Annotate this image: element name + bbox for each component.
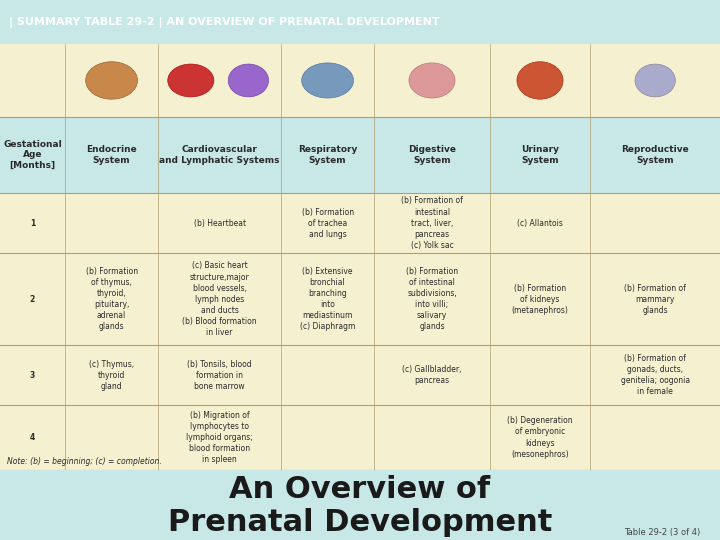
Text: (b) Extensive
bronchial
branching
into
mediastinum
(c) Diaphragm: (b) Extensive bronchial branching into m… <box>300 267 355 332</box>
Text: Respiratory
System: Respiratory System <box>298 145 357 165</box>
Text: (b) Formation of
mammary
glands: (b) Formation of mammary glands <box>624 284 686 315</box>
Text: An Overview of: An Overview of <box>230 475 490 504</box>
Text: Endocrine
System: Endocrine System <box>86 145 137 165</box>
Text: Gestational
Age [Months]: Gestational Age [Months] <box>3 140 62 170</box>
Text: 1: 1 <box>30 219 35 228</box>
Text: Reproductive
System: Reproductive System <box>621 145 689 165</box>
Text: Cardiovascular
and Lymphatic Systems: Cardiovascular and Lymphatic Systems <box>159 145 280 165</box>
Ellipse shape <box>409 63 455 98</box>
Text: (c) Thymus,
thyroid
gland: (c) Thymus, thyroid gland <box>89 360 134 391</box>
Bar <box>0 405 720 470</box>
Bar <box>0 253 720 346</box>
Text: 2: 2 <box>30 295 35 303</box>
Text: (b) Migration of
lymphocytes to
lymphoid organs;
blood formation
in spleen: (b) Migration of lymphocytes to lymphoid… <box>186 411 253 464</box>
Text: (c) Basic heart
structure,major
blood vessels,
lymph nodes
and ducts
(b) Blood f: (c) Basic heart structure,major blood ve… <box>182 261 257 337</box>
Text: Prenatal Development: Prenatal Development <box>168 508 552 537</box>
Text: | SUMMARY TABLE 29-2 | AN OVERVIEW OF PRENATAL DEVELOPMENT: | SUMMARY TABLE 29-2 | AN OVERVIEW OF PR… <box>9 17 439 28</box>
Text: (b) Degeneration
of embryonic
kidneys
(mesonephros): (b) Degeneration of embryonic kidneys (m… <box>507 416 573 458</box>
Text: Urinary
System: Urinary System <box>521 145 559 165</box>
Text: 4: 4 <box>30 433 35 442</box>
Text: (b) Tonsils, blood
formation in
bone marrow: (b) Tonsils, blood formation in bone mar… <box>187 360 252 391</box>
Ellipse shape <box>168 64 214 97</box>
Text: 3: 3 <box>30 371 35 380</box>
Text: (c) Gallbladder,
pancreas: (c) Gallbladder, pancreas <box>402 365 462 386</box>
Text: Table 29-2 (3 of 4): Table 29-2 (3 of 4) <box>624 529 701 537</box>
Ellipse shape <box>86 62 138 99</box>
Bar <box>0 44 720 117</box>
Text: (b) Formation of
gonads, ducts,
genitelia; oogonia
in female: (b) Formation of gonads, ducts, geniteli… <box>621 354 690 396</box>
Text: (c) Allantois: (c) Allantois <box>517 219 563 228</box>
Text: Digestive
System: Digestive System <box>408 145 456 165</box>
Ellipse shape <box>635 64 675 97</box>
Text: (b) Heartbeat: (b) Heartbeat <box>194 219 246 228</box>
Text: (b) Formation
of trachea
and lungs: (b) Formation of trachea and lungs <box>302 207 354 239</box>
Text: Note: (b) = beginning; (c) = completion.: Note: (b) = beginning; (c) = completion. <box>7 456 162 465</box>
Text: (b) Formation
of thymus,
thyroid,
pituitary,
adrenal
glands: (b) Formation of thymus, thyroid, pituit… <box>86 267 138 332</box>
Ellipse shape <box>228 64 269 97</box>
Text: (b) Formation
of kidneys
(metanephros): (b) Formation of kidneys (metanephros) <box>512 284 568 315</box>
Bar <box>0 346 720 405</box>
Ellipse shape <box>517 62 563 99</box>
Text: (b) Formation of
intestinal
tract, liver,
pancreas
(c) Yolk sac: (b) Formation of intestinal tract, liver… <box>401 197 463 250</box>
Ellipse shape <box>302 63 354 98</box>
Text: (b) Formation
of intestinal
subdivisions,
into villi;
salivary
glands: (b) Formation of intestinal subdivisions… <box>406 267 458 332</box>
Bar <box>0 193 720 253</box>
